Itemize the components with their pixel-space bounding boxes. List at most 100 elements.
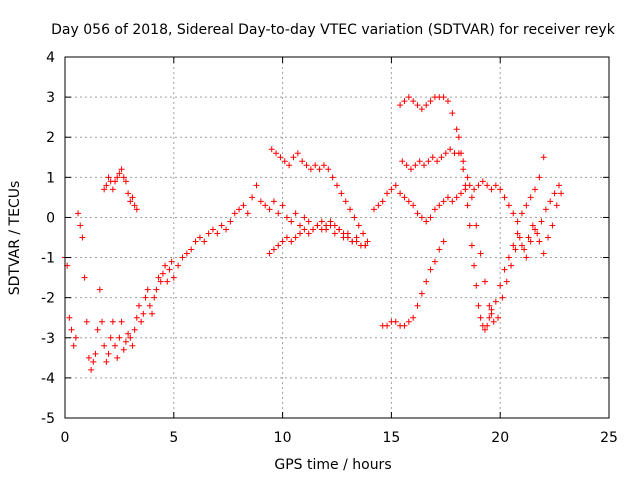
data-point: [275, 242, 282, 249]
data-point: [288, 218, 295, 225]
x-axis-label: GPS time / hours: [274, 457, 391, 473]
data-point: [540, 250, 547, 257]
data-point: [444, 98, 451, 105]
data-point: [438, 154, 445, 161]
data-point: [401, 322, 408, 329]
data-point: [175, 262, 182, 269]
data-point: [505, 254, 512, 261]
data-point: [114, 354, 121, 361]
data-point: [536, 238, 543, 245]
data-point: [405, 94, 412, 101]
data-point: [140, 310, 147, 317]
data-point: [162, 262, 169, 269]
x-tick-label: 0: [61, 430, 70, 446]
data-point: [447, 146, 454, 153]
data-point: [125, 330, 132, 337]
data-point: [521, 246, 528, 253]
data-point: [301, 214, 308, 221]
data-point: [170, 274, 177, 281]
data-point: [534, 230, 541, 237]
data-point: [303, 162, 310, 169]
data-point: [297, 222, 304, 229]
data-point: [127, 334, 134, 341]
y-tick-label: -3: [41, 331, 55, 347]
data-point: [336, 226, 343, 233]
data-point: [538, 218, 545, 225]
data-point: [253, 182, 260, 189]
data-point: [477, 250, 484, 257]
data-point: [490, 318, 497, 325]
data-point: [131, 202, 138, 209]
data-point: [384, 190, 391, 197]
data-point: [375, 202, 382, 209]
data-point: [405, 318, 412, 325]
data-point: [351, 214, 358, 221]
data-point: [218, 222, 225, 229]
y-tick-label: -1: [41, 251, 55, 267]
data-point: [244, 210, 251, 217]
data-point: [112, 342, 119, 349]
data-point: [442, 150, 449, 157]
data-point: [227, 218, 234, 225]
data-point: [460, 158, 467, 165]
data-point: [414, 302, 421, 309]
data-point: [462, 182, 469, 189]
data-point: [109, 318, 116, 325]
data-point: [153, 286, 160, 293]
data-point: [481, 326, 488, 333]
data-point: [401, 98, 408, 105]
data-point: [492, 182, 499, 189]
data-point: [68, 326, 75, 333]
data-point: [127, 198, 134, 205]
data-point: [347, 206, 354, 213]
data-point: [294, 150, 301, 157]
data-point: [427, 266, 434, 273]
data-point: [340, 230, 347, 237]
y-tick-label: 3: [46, 90, 55, 106]
data-point: [425, 158, 432, 165]
axis-ticks: 0 5 10 15 20 25 -5 -4 -3 -2 -1 0 1 2 3 4: [41, 50, 618, 446]
data-point: [481, 278, 488, 285]
data-point: [183, 250, 190, 257]
data-point: [279, 202, 286, 209]
data-point: [355, 222, 362, 229]
data-point: [96, 286, 103, 293]
data-point: [532, 186, 539, 193]
data-point: [410, 314, 417, 321]
data-point: [288, 238, 295, 245]
data-point: [286, 162, 293, 169]
data-point: [320, 162, 327, 169]
data-point: [540, 154, 547, 161]
data-point: [527, 238, 534, 245]
data-point: [488, 310, 495, 317]
data-point: [90, 358, 97, 365]
data-point: [266, 206, 273, 213]
data-point: [83, 318, 90, 325]
y-tick-label: -5: [41, 411, 55, 427]
data-point: [510, 242, 517, 249]
y-tick-label: 0: [46, 210, 55, 226]
data-marks: [62, 94, 565, 373]
data-point: [122, 338, 129, 345]
data-point: [455, 134, 462, 141]
data-point: [418, 106, 425, 113]
data-point: [353, 238, 360, 245]
data-point: [549, 222, 556, 229]
data-point: [429, 154, 436, 161]
data-point: [475, 182, 482, 189]
data-point: [307, 166, 314, 173]
data-point: [112, 178, 119, 185]
data-point: [436, 246, 443, 253]
data-point: [532, 226, 539, 233]
data-point: [468, 242, 475, 249]
data-point: [529, 222, 536, 229]
data-point: [164, 278, 171, 285]
data-point: [423, 102, 430, 109]
data-point: [118, 318, 125, 325]
data-point: [440, 198, 447, 205]
data-point: [122, 178, 129, 185]
data-point: [120, 346, 127, 353]
data-point: [516, 234, 523, 241]
plot-frame: [64, 56, 610, 419]
data-point: [505, 202, 512, 209]
